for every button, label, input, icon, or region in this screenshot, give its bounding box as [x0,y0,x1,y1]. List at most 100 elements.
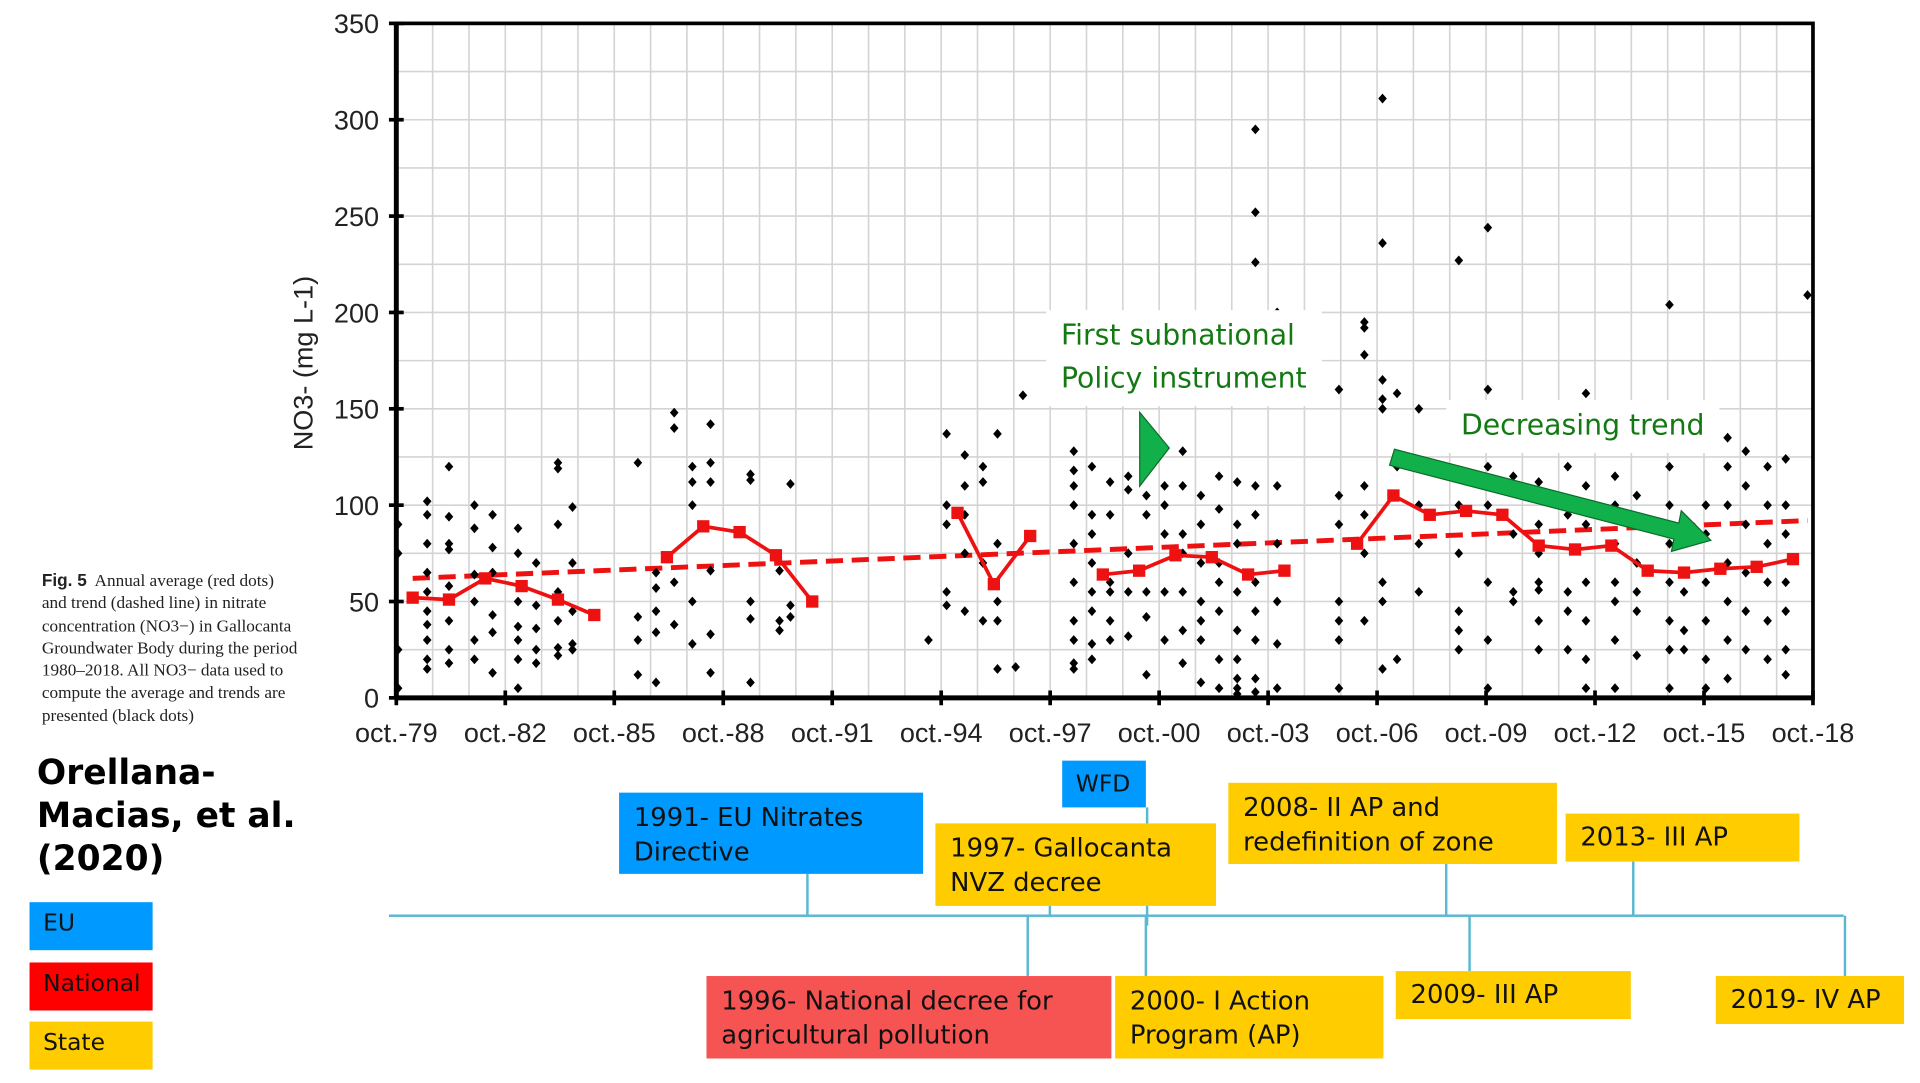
sample-point [470,596,479,607]
sample-point [1581,577,1591,588]
sample-point [942,586,951,597]
annual-average-point [1387,489,1400,502]
sample-point [1334,635,1344,645]
sample-point [1665,461,1674,472]
sample-point [444,544,454,555]
x-tick-label: oct.-06 [1336,717,1419,748]
x-tick-label: oct.-15 [1663,717,1746,748]
sample-point [1178,625,1188,636]
sample-point [746,475,755,486]
sample-point [1454,255,1464,266]
sample-point [1610,577,1620,588]
sample-point [1214,683,1224,694]
timeline-axis [388,914,1844,917]
sample-point [1251,673,1260,684]
sample-point [470,500,479,511]
sample-point [1105,635,1115,645]
sample-point [960,480,970,491]
sample-point [1087,461,1097,472]
sample-point [1105,509,1115,520]
sample-point [1360,509,1369,520]
sample-point [1214,504,1224,514]
y-tick-label: 150 [334,394,379,425]
sample-point [1087,509,1097,520]
sample-point [1803,290,1812,301]
sample-point [1087,606,1097,617]
decreasing-trend-arrow-icon [1388,448,1712,553]
sample-point [1087,654,1097,665]
annual-average-point [1096,568,1109,581]
sample-point [688,638,697,649]
sample-point [1414,538,1424,549]
sample-point [513,523,523,534]
sample-point [786,479,795,489]
sample-point [1414,586,1424,597]
sample-point [531,623,541,634]
sample-point [1087,586,1097,597]
sample-point [1378,394,1387,405]
sample-point [1272,596,1282,607]
sample-point [1378,664,1387,674]
sample-point [1632,606,1642,617]
sample-point [1214,606,1224,617]
sample-point [688,500,697,511]
sample-point [1378,403,1387,414]
sample-point [1069,635,1079,645]
sample-point [470,654,479,665]
sample-point [1563,461,1573,472]
annual-average-point [588,608,601,622]
x-tick-label: oct.-85 [573,717,656,748]
sample-point [1741,606,1751,617]
sample-point [470,569,479,580]
sample-point [488,667,497,678]
trend-line [412,518,1808,581]
sample-point [1610,596,1620,607]
sample-point [1632,586,1642,597]
connector [1632,861,1634,916]
sample-point [669,577,679,588]
sample-point [1581,615,1591,626]
sample-point [1196,490,1206,501]
sample-point [706,629,715,640]
event-2013: 2013- III AP [1565,813,1800,862]
sample-point [422,567,432,578]
sample-point [1378,374,1387,385]
annual-average-point [1132,564,1146,577]
sample-point [1360,349,1369,360]
sample-point [553,457,563,468]
annual-average-line [955,512,1032,588]
sample-point [1781,606,1791,617]
annual-average-point [1496,508,1509,521]
sample-point [1123,631,1133,642]
connector [1144,915,1147,977]
sample-point [1105,477,1115,487]
sample-point [1781,529,1791,539]
annual-average-point [515,579,528,593]
sample-point [553,642,563,653]
sample-point [786,612,795,622]
sample-point [633,457,643,468]
sample-point [422,586,432,597]
nitrate-chart: 0 50 100 150 200 250 300 350 oct.-79 oct.-82 oct.-… [288,8,1855,748]
sample-point [531,644,541,655]
annual-average-point [1714,562,1727,575]
y-tick-label: 0 [364,683,379,714]
y-axis-label: NO3- (mg L-1) [288,276,319,450]
sample-point [1360,548,1369,559]
sample-point [488,542,497,553]
sample-point [1741,446,1751,457]
sample-point [669,423,679,433]
annual-average-point [1677,566,1691,579]
sample-point [1334,384,1344,395]
sample-point [553,519,563,530]
sample-point [1483,635,1493,645]
sample-point [1665,538,1674,549]
annual-average-point [1241,568,1255,581]
sample-point [1018,390,1028,401]
sample-point [1334,596,1344,607]
sample-point [746,613,755,624]
legend-national: National [29,962,153,1011]
annual-average-point [697,520,710,533]
sample-point [1160,480,1169,491]
